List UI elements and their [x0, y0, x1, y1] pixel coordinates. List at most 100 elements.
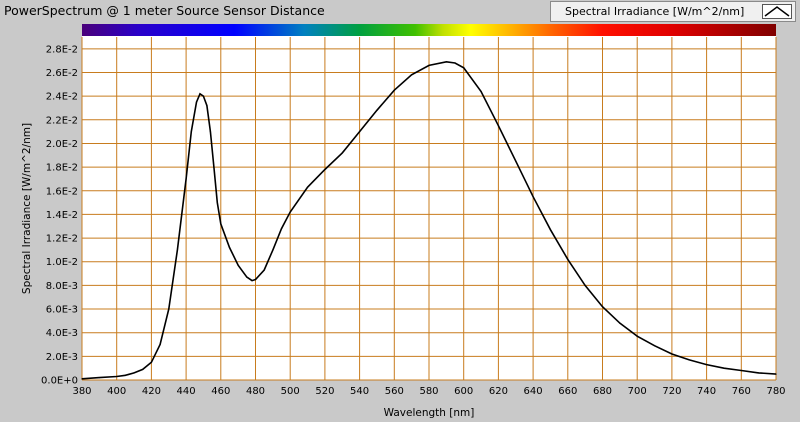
x-tick-label: 480 — [246, 386, 265, 397]
series-point — [124, 374, 126, 376]
x-tick-label: 640 — [524, 386, 543, 397]
series-point — [306, 186, 309, 188]
series-point — [190, 131, 192, 133]
x-tick-label: 420 — [142, 386, 161, 397]
series-point — [251, 280, 253, 282]
series-point — [393, 89, 395, 91]
x-tick-label: 760 — [732, 386, 751, 397]
series-point — [168, 308, 170, 310]
series-point — [411, 74, 413, 76]
series-point — [246, 276, 248, 278]
y-tick-label: 4.0E-3 — [46, 328, 78, 339]
series-point — [653, 345, 656, 347]
series-point — [463, 67, 465, 69]
series-point — [619, 322, 621, 324]
series-point — [237, 264, 239, 266]
x-tick-label: 720 — [662, 386, 681, 397]
series-point — [445, 61, 447, 63]
series-point — [671, 353, 673, 355]
series-point — [359, 131, 361, 133]
series-point — [532, 196, 534, 198]
series-points — [81, 61, 777, 380]
series-point — [254, 278, 257, 281]
chart-title: PowerSpectrum @ 1 meter Source Sensor Di… — [4, 3, 325, 18]
series-point — [567, 258, 569, 260]
y-tick-label: 1.4E-2 — [46, 210, 78, 221]
series-point — [98, 377, 100, 379]
series-point — [454, 62, 456, 64]
x-tick-label: 600 — [454, 386, 473, 397]
series-point — [209, 131, 211, 133]
series-point — [159, 343, 161, 346]
series-point — [324, 168, 326, 171]
series-point — [176, 249, 179, 251]
x-tick-label: 740 — [697, 386, 716, 397]
series-point — [428, 64, 430, 66]
series-point — [740, 369, 742, 372]
x-tick-label: 520 — [315, 386, 334, 397]
y-axis-label: Spectral Irradiance [W/m^2/nm] — [21, 123, 33, 294]
series-point — [206, 105, 208, 107]
series-point — [497, 125, 499, 127]
x-tick-label: 620 — [489, 386, 508, 397]
y-tick-label: 2.6E-2 — [46, 68, 78, 79]
series-point — [601, 306, 604, 308]
legend[interactable]: Spectral Irradiance [W/m^2/nm] — [550, 1, 796, 22]
y-tick-label: 2.2E-2 — [46, 115, 78, 126]
y-tick-label: 2.0E-2 — [46, 139, 78, 150]
series-point — [758, 372, 760, 374]
series-point — [584, 284, 586, 286]
series-point — [775, 373, 777, 375]
series-point — [706, 364, 708, 366]
series-point — [272, 249, 274, 251]
series-point — [213, 166, 215, 168]
line-swatch-icon[interactable] — [762, 4, 792, 19]
series-point — [150, 361, 152, 363]
y-tick-label: 0.0E+0 — [41, 376, 78, 387]
y-tick-label: 8.0E-3 — [46, 281, 78, 292]
series-point — [480, 90, 482, 93]
series-point — [228, 246, 231, 249]
x-tick-label: 500 — [281, 386, 300, 397]
x-axis-label: Wavelength [nm] — [384, 407, 475, 419]
x-tick-label: 560 — [385, 386, 404, 397]
y-tick-label: 1.6E-2 — [46, 186, 78, 197]
series-point — [142, 368, 144, 370]
x-tick-label: 400 — [107, 386, 126, 397]
x-tick-label: 780 — [766, 386, 785, 397]
series-point — [216, 201, 218, 204]
series-point — [688, 359, 690, 361]
series-point — [116, 375, 118, 378]
y-tick-label: 2.0E-3 — [46, 352, 78, 363]
x-tick-label: 580 — [419, 386, 438, 397]
series-point — [81, 378, 83, 380]
series-point — [376, 109, 378, 111]
series-point — [133, 372, 135, 374]
series-point — [636, 335, 638, 337]
x-tick-label: 540 — [350, 386, 369, 397]
series-line — [81, 60, 777, 380]
series-point — [195, 101, 198, 103]
series-point — [723, 367, 725, 369]
x-tick-label: 380 — [72, 386, 91, 397]
x-tick-label: 700 — [628, 386, 647, 397]
x-tick-label: 680 — [593, 386, 612, 397]
series-point — [341, 152, 343, 154]
series-point — [199, 93, 201, 95]
y-tick-label: 1.8E-2 — [46, 163, 78, 174]
series-point — [280, 228, 283, 230]
series-point — [202, 95, 205, 97]
y-tick-label: 6.0E-3 — [46, 305, 78, 316]
legend-label: Spectral Irradiance [W/m^2/nm] — [565, 5, 745, 18]
spectrum-color-band — [82, 24, 776, 36]
x-tick-label: 660 — [558, 386, 577, 397]
y-tick-label: 2.8E-2 — [46, 44, 78, 55]
series-point — [185, 178, 187, 180]
series-point — [289, 211, 291, 213]
x-tick-label: 440 — [177, 386, 196, 397]
y-tick-label: 1.2E-2 — [46, 234, 78, 245]
y-tick-labels: 0.0E+0 2.0E-3 4.0E-3 6.0E-3 8.0E-3 1.0E-2 1.2E… — [41, 44, 78, 386]
series-point — [263, 269, 265, 271]
x-tick-labels: 380 400 420 440 460 480 500 520 540 560 580 600 620 6… — [72, 386, 785, 397]
